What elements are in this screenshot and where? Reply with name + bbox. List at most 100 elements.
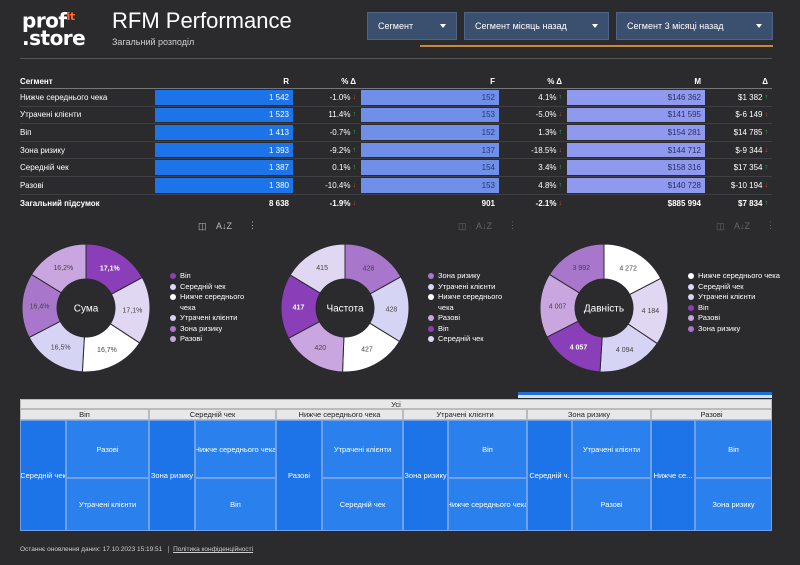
legend-item[interactable]: Віп (428, 324, 508, 335)
more-vert-icon[interactable]: ⋮ (248, 220, 257, 230)
donut-charts: 17,1% 17,1% 16,7% 16,5% 16,4% 16,2% Сума 428 428… (21, 243, 669, 373)
legend-item[interactable]: Нижче середнього чека (688, 271, 783, 282)
treemap-cell[interactable]: Разові (66, 420, 149, 478)
donut-slice-label: 417 (293, 304, 305, 311)
legend-item[interactable]: Разові (170, 334, 250, 345)
chart-edit-icon[interactable]: ◫ (716, 221, 725, 231)
m-delta: $-6 149 ↓ (735, 110, 769, 120)
donut-slice-label: 428 (386, 306, 398, 313)
legend-dot (170, 283, 176, 290)
sort-az-icon[interactable]: A↓Z (734, 221, 751, 231)
header-r: R (283, 76, 289, 86)
more-vert-icon[interactable]: ⋮ (508, 220, 517, 230)
more-vert-icon[interactable]: ⋮ (766, 220, 775, 230)
legend-dot (170, 325, 176, 332)
treemap-cell[interactable]: Зона ризику (403, 420, 448, 531)
treemap-cell[interactable]: Віп (448, 420, 527, 478)
donut-slice[interactable] (289, 243, 346, 294)
legend-item[interactable]: Віп (688, 303, 783, 314)
chevron-down-icon (440, 24, 446, 28)
treemap-cell[interactable]: Нижче середнього чека (195, 420, 276, 478)
treemap-cell[interactable]: Середній чек (322, 478, 403, 531)
treemap-cell[interactable]: Утрачені клієнти (572, 420, 651, 478)
treemap-cell[interactable]: Середній ч. (527, 420, 572, 531)
donut-title: Частота (326, 304, 364, 315)
arrow-down-icon: ↓ (352, 181, 357, 189)
legend-dot (170, 315, 176, 321)
treemap-cell[interactable]: Зона ризику (695, 478, 772, 531)
legend-item[interactable]: Середній чек (428, 334, 508, 345)
r-value-bar (155, 142, 293, 158)
sort-az-icon[interactable]: A↓Z (476, 221, 493, 231)
f-delta: 4.8% ↑ (538, 180, 562, 190)
f-value-bar (361, 160, 499, 175)
segment-name: Утрачені клієнти (20, 110, 82, 120)
filter-segment-label: Сегмент (378, 21, 414, 31)
table-row[interactable]: Середній чек 1 387 0.1% ↑ 154 3.4% ↑ $158 316 $1… (20, 159, 772, 177)
filter-segment-3-months-ago-dropdown[interactable]: Сегмент 3 місяці назад (616, 12, 773, 40)
donut-slice-label: 16,7% (97, 347, 117, 354)
f-value: 152 (481, 127, 495, 137)
m-value-bar (567, 142, 705, 158)
legend-item[interactable]: Нижче середнього чека (170, 292, 250, 313)
legend-dot (170, 336, 176, 342)
legend-item[interactable]: Зона ризику (688, 324, 783, 335)
legend-dot (688, 283, 694, 290)
legend-item[interactable]: Разові (428, 313, 508, 324)
donut-slice[interactable] (548, 243, 605, 294)
f-delta: -2.1% ↓ (535, 198, 563, 208)
arrow-up-icon: ↑ (764, 199, 769, 207)
legend-item[interactable]: Середній чек (170, 282, 250, 293)
f-value-bar (361, 177, 499, 193)
legend-dot (688, 315, 694, 321)
arrow-down-icon: ↓ (558, 199, 563, 207)
treemap-cell[interactable]: Віп (195, 478, 276, 531)
treemap-cell[interactable]: Утрачені клієнти (322, 420, 403, 478)
treemap-cell[interactable]: Нижче се... (651, 420, 695, 531)
table-row[interactable]: Віп 1 413 -0.7% ↑ 152 1.3% ↑ $154 281 $14 785 ↑ (20, 124, 772, 142)
treemap-cell[interactable]: Разові (276, 420, 322, 531)
legend-label: Утрачені клієнти (180, 313, 238, 322)
treemap-cell[interactable]: Віп (695, 420, 772, 478)
legend-label: Разові (698, 313, 721, 322)
sort-az-icon[interactable]: A↓Z (216, 221, 233, 231)
arrow-down-icon: ↓ (764, 111, 769, 119)
legend-recency: Нижче середнього чека Середній чек Утрачен… (688, 271, 783, 334)
brand-logo: profit .store (22, 8, 86, 50)
legend-item[interactable]: Віп (170, 271, 250, 282)
arrow-down-icon: ↓ (764, 181, 769, 189)
legend-item[interactable]: Середній чек (688, 282, 783, 293)
legend-label: Утрачені клієнти (438, 281, 496, 291)
r-value-bar (155, 160, 293, 175)
legend-dot (688, 304, 694, 311)
legend-item[interactable]: Разові (688, 313, 783, 324)
filter-segment-dropdown[interactable]: Сегмент (367, 12, 457, 40)
donut-slice[interactable] (30, 243, 87, 294)
f-value-bar (361, 90, 499, 105)
arrow-down-icon: ↓ (352, 199, 357, 207)
legend-item[interactable]: Зона ризику (428, 271, 508, 282)
legend-item[interactable]: Утрачені клієнти (428, 282, 508, 293)
table-row[interactable]: Зона ризику 1 393 -9.2% ↑ 137 -18.5% ↓ $144 712… (20, 142, 772, 160)
privacy-policy-link[interactable]: Політика конфіденційності (168, 546, 254, 553)
filter-segment-month-ago-dropdown[interactable]: Сегмент місяць назад (464, 12, 609, 40)
treemap-group-header: Віп (20, 409, 149, 420)
legend-item[interactable]: Утрачені клієнти (170, 313, 250, 324)
legend-label: Віп (180, 271, 191, 280)
table-row[interactable]: Нижче середнього чека 1 542 -1.0% ↓ 152 4.1% ↑… (20, 89, 772, 107)
r-value-bar (155, 107, 293, 123)
chart-edit-icon[interactable]: ◫ (458, 221, 467, 231)
legend-item[interactable]: Нижче середнього чека (428, 292, 508, 313)
treemap-cell[interactable]: Утрачені клієнти (66, 478, 149, 531)
table-row[interactable]: Утрачені клієнти 1 523 11.4% ↑ 153 -5.0% ↓ $141… (20, 107, 772, 125)
treemap-cell[interactable]: Зона ризику (149, 420, 195, 531)
chart-edit-icon[interactable]: ◫ (198, 221, 207, 231)
segment-name: Віп (20, 127, 32, 137)
legend-item[interactable]: Зона ризику (170, 324, 250, 335)
table-row[interactable]: Разові 1 380 -10.4% ↓ 153 4.8% ↑ $140 728 $-10 1… (20, 177, 772, 195)
legend-item[interactable]: Утрачені клієнти (688, 292, 783, 303)
treemap-cell[interactable]: Разові (572, 478, 651, 531)
m-value-bar (567, 107, 705, 123)
treemap-cell[interactable]: Середній чек (20, 420, 66, 531)
treemap-cell[interactable]: Нижче середнього чека (448, 478, 527, 531)
